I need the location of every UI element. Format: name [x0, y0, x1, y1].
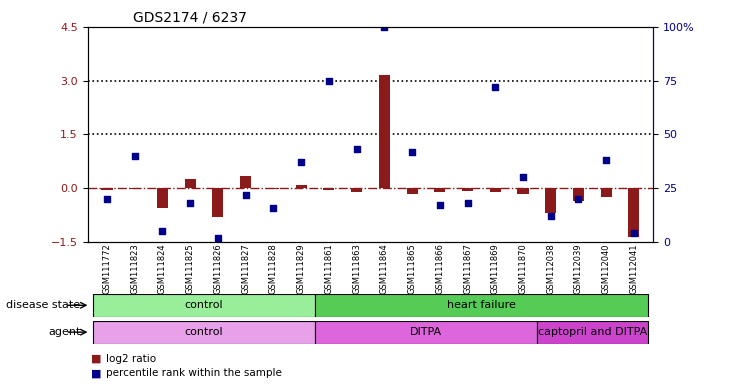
- Text: heart failure: heart failure: [447, 300, 516, 310]
- Point: [545, 213, 556, 219]
- Point: [212, 235, 224, 241]
- Point: [461, 200, 473, 206]
- Text: disease state: disease state: [6, 300, 80, 310]
- Bar: [296, 185, 307, 188]
- Text: captopril and DITPA: captopril and DITPA: [538, 327, 647, 337]
- Point: [157, 228, 169, 234]
- Point: [268, 204, 280, 210]
- Text: agent: agent: [48, 327, 80, 337]
- Bar: [351, 188, 362, 192]
- Text: control: control: [185, 300, 223, 310]
- Point: [323, 78, 335, 84]
- Text: log2 ratio: log2 ratio: [106, 354, 156, 364]
- Bar: [268, 188, 279, 189]
- Point: [185, 200, 196, 206]
- Text: ■: ■: [91, 368, 101, 378]
- Point: [406, 149, 418, 155]
- Bar: [462, 188, 473, 191]
- Text: ■: ■: [91, 354, 101, 364]
- Point: [572, 196, 584, 202]
- Bar: [518, 188, 529, 194]
- Bar: [93, 294, 315, 317]
- Text: DITPA: DITPA: [410, 327, 442, 337]
- Bar: [315, 294, 648, 317]
- Bar: [490, 188, 501, 192]
- Bar: [407, 188, 418, 194]
- Bar: [240, 175, 251, 188]
- Bar: [323, 188, 334, 190]
- Bar: [573, 188, 584, 201]
- Bar: [379, 75, 390, 188]
- Bar: [185, 179, 196, 188]
- Bar: [101, 188, 112, 190]
- Point: [101, 196, 113, 202]
- Point: [378, 24, 390, 30]
- Point: [296, 159, 307, 166]
- Point: [240, 192, 252, 198]
- Bar: [93, 321, 315, 344]
- Text: GDS2174 / 6237: GDS2174 / 6237: [133, 10, 247, 24]
- Point: [517, 174, 529, 180]
- Text: control: control: [185, 327, 223, 337]
- Bar: [601, 188, 612, 197]
- Point: [600, 157, 612, 163]
- Point: [351, 146, 363, 152]
- Bar: [434, 188, 445, 192]
- Bar: [315, 321, 537, 344]
- Point: [129, 153, 141, 159]
- Bar: [157, 188, 168, 208]
- Bar: [545, 188, 556, 213]
- Bar: [212, 188, 223, 217]
- Point: [489, 84, 501, 90]
- Bar: [537, 321, 648, 344]
- Point: [628, 230, 639, 237]
- Point: [434, 202, 445, 209]
- Text: percentile rank within the sample: percentile rank within the sample: [106, 368, 282, 378]
- Bar: [629, 188, 639, 237]
- Bar: [129, 188, 140, 189]
